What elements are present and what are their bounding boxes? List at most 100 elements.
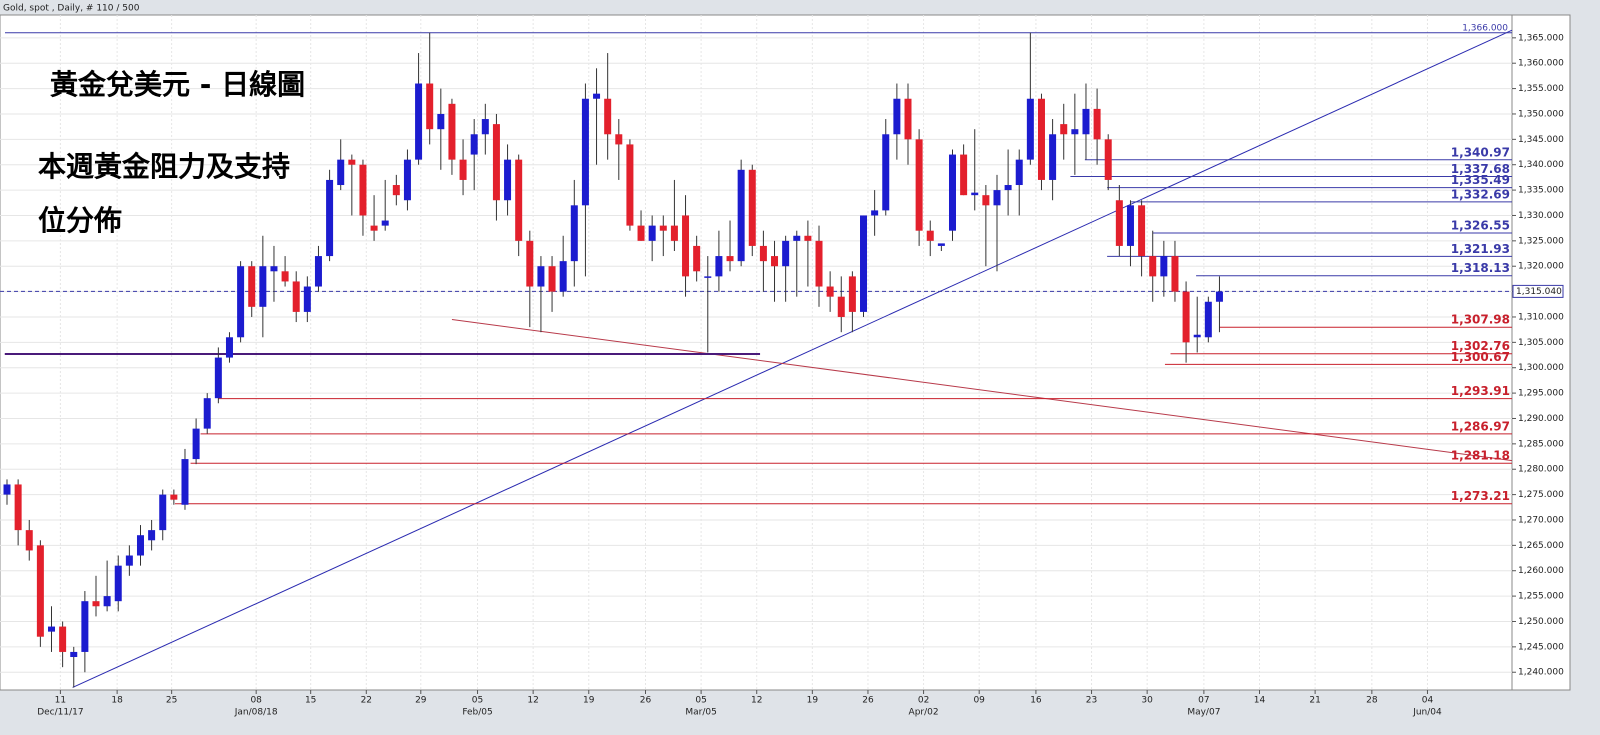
candle-body xyxy=(270,266,278,272)
candle-body xyxy=(170,494,178,500)
candle-body xyxy=(693,245,701,272)
candle-body xyxy=(659,225,667,231)
level-label: 1,340.97 xyxy=(1451,145,1510,159)
candle-body xyxy=(3,484,11,495)
candle-body xyxy=(214,357,222,399)
candle-body xyxy=(504,159,512,201)
y-tick-label: 1,285.000 xyxy=(1518,439,1564,449)
x-period-label: May/07 xyxy=(1187,708,1220,718)
candle-body xyxy=(415,83,423,160)
candle-body xyxy=(348,159,356,165)
y-tick-label: 1,245.000 xyxy=(1518,642,1564,652)
subtitle: 位分佈 xyxy=(38,204,122,237)
candle-body xyxy=(1093,108,1101,140)
candle-body xyxy=(381,220,389,226)
y-tick-label: 1,360.000 xyxy=(1518,59,1564,69)
candle-body xyxy=(871,210,879,216)
candle-body xyxy=(1049,134,1057,180)
candle-body xyxy=(793,235,801,241)
y-tick-label: 1,305.000 xyxy=(1518,338,1564,348)
candle-body xyxy=(937,243,945,246)
candle-body xyxy=(759,245,767,262)
x-tick-label: 15 xyxy=(305,696,316,706)
x-tick-label: 14 xyxy=(1254,696,1266,706)
level-label: 1,321.93 xyxy=(1451,242,1510,256)
candle-body xyxy=(1171,256,1179,292)
candle-body xyxy=(615,134,623,145)
candle-body xyxy=(14,484,22,531)
candle-body xyxy=(370,225,378,231)
candle-body xyxy=(136,535,144,556)
x-period-label: Feb/05 xyxy=(462,708,492,718)
candle-body xyxy=(837,296,845,317)
candle-body xyxy=(1126,205,1134,246)
candle-body xyxy=(1115,200,1123,246)
level-label: 1,286.97 xyxy=(1451,419,1510,433)
candle-body xyxy=(248,266,256,307)
candle-body xyxy=(1193,334,1201,338)
y-tick-label: 1,280.000 xyxy=(1518,465,1564,475)
x-tick-label: 19 xyxy=(807,696,819,706)
candle-body xyxy=(848,276,856,312)
candle-body xyxy=(948,154,956,231)
y-tick-label: 1,320.000 xyxy=(1518,262,1564,272)
candle-body xyxy=(960,154,968,196)
candle-body xyxy=(1082,108,1090,135)
trend-line xyxy=(451,319,1513,462)
candle-body xyxy=(159,494,167,531)
y-tick-label: 1,330.000 xyxy=(1518,211,1564,221)
candle-body xyxy=(570,205,578,262)
candle-body xyxy=(904,98,912,140)
candle-body xyxy=(726,256,734,262)
y-tick-label: 1,270.000 xyxy=(1518,515,1564,525)
header: Gold, spot , Daily, # 110 / 500 xyxy=(3,4,140,14)
candle-body xyxy=(36,545,44,637)
y-tick-label: 1,340.000 xyxy=(1518,160,1564,170)
level-label: 1,307.98 xyxy=(1451,313,1510,327)
candle-body xyxy=(148,530,156,541)
subtitle: 本週黃金阻力及支持 xyxy=(38,150,290,183)
x-tick-label: 26 xyxy=(862,696,874,706)
candle-body xyxy=(92,601,100,607)
candle-body xyxy=(203,398,211,429)
x-tick-label: 12 xyxy=(527,696,538,706)
candle-body xyxy=(492,124,500,201)
x-tick-label: 21 xyxy=(1309,696,1320,706)
y-tick-label: 1,250.000 xyxy=(1518,617,1564,627)
candle-body xyxy=(804,235,812,241)
candle-body xyxy=(81,601,89,652)
candle-body xyxy=(59,626,67,652)
candle-body xyxy=(192,428,200,460)
level-label: 1,273.21 xyxy=(1451,489,1510,503)
candle-body xyxy=(1204,301,1212,338)
candle-body xyxy=(737,169,745,262)
candle-body xyxy=(1215,291,1223,302)
x-tick-label: 18 xyxy=(111,696,123,706)
candle-body xyxy=(237,266,245,338)
candle-body xyxy=(392,185,400,196)
candle-body xyxy=(581,98,589,206)
candle-body xyxy=(1060,124,1068,135)
candle-body xyxy=(704,276,712,278)
x-tick-label: 25 xyxy=(166,696,177,706)
trend-line xyxy=(72,29,1513,688)
candle-body xyxy=(1026,98,1034,160)
top-line-label: 1,366.000 xyxy=(1462,23,1508,33)
candle-body xyxy=(125,555,133,566)
level-label: 1,318.13 xyxy=(1451,261,1510,275)
candle-body xyxy=(1071,129,1079,135)
candle-body xyxy=(815,240,823,287)
y-tick-label: 1,310.000 xyxy=(1518,312,1564,322)
candle-body xyxy=(971,192,979,196)
x-tick-label: 30 xyxy=(1141,696,1153,706)
candle-body xyxy=(326,179,334,257)
y-tick-label: 1,335.000 xyxy=(1518,186,1564,196)
candle-body xyxy=(314,256,322,287)
level-label: 1,335.49 xyxy=(1451,173,1510,187)
x-period-label: Jun/04 xyxy=(1412,708,1442,718)
candle-body xyxy=(993,190,1001,206)
candle-body xyxy=(1037,98,1045,180)
x-period-label: Mar/05 xyxy=(685,708,716,718)
